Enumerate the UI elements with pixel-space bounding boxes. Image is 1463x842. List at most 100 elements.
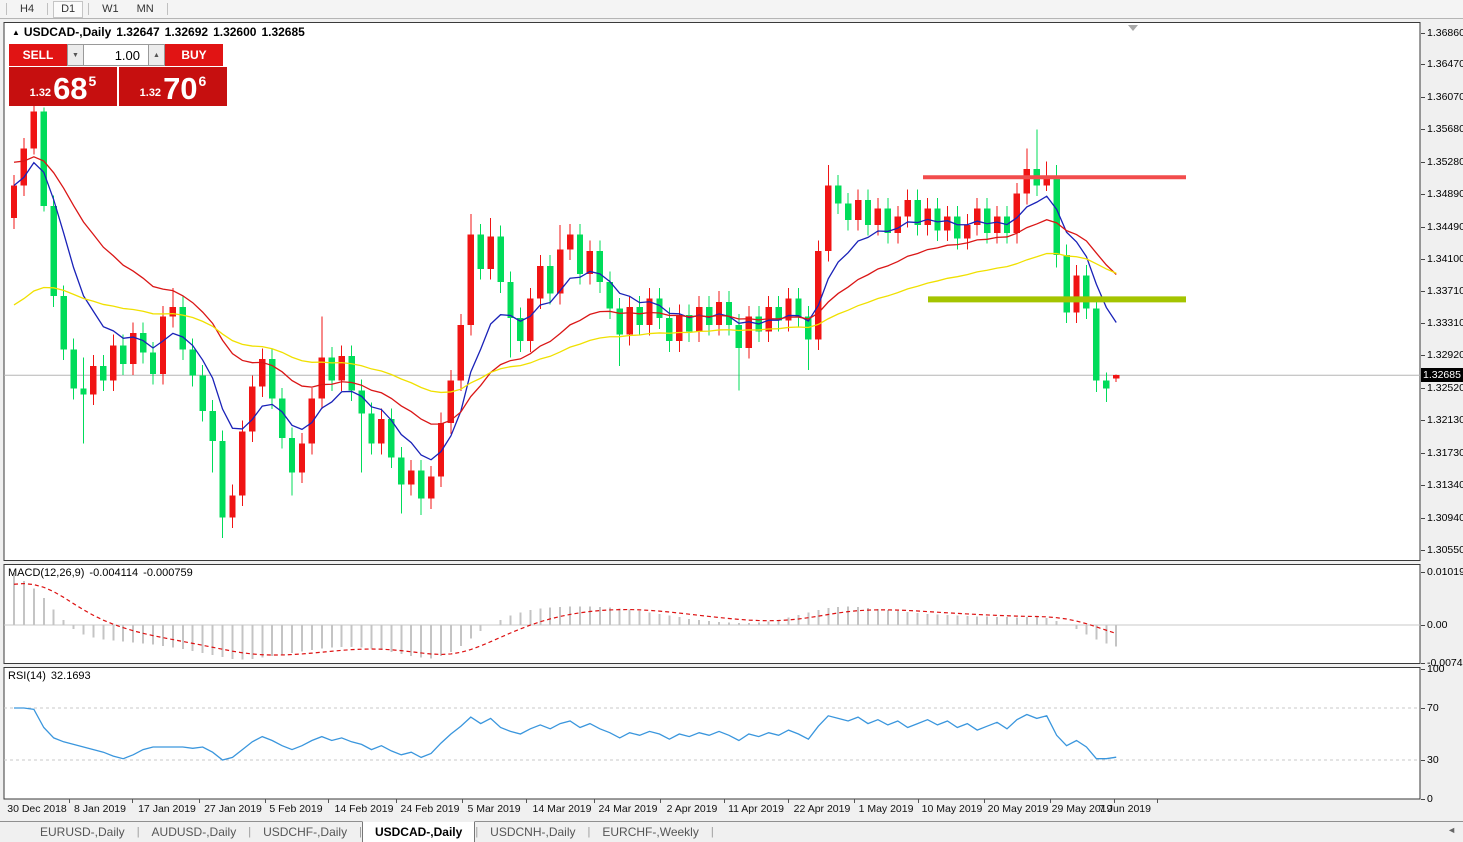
candle-body	[10, 185, 18, 219]
candle-body	[239, 431, 246, 496]
volume-input[interactable]	[84, 44, 148, 66]
candle-body	[189, 349, 196, 376]
candle-body	[695, 306, 703, 332]
tab-usdcnh--daily[interactable]: USDCNH-,Daily	[490, 825, 576, 839]
date-axis-tick	[328, 799, 329, 803]
timeframe-button-d1[interactable]: D1	[53, 0, 84, 18]
date-axis-label: 14 Mar 2019	[532, 803, 592, 815]
date-axis-tick	[788, 799, 789, 803]
candle-body	[874, 208, 882, 225]
chart-title-arrow-icon[interactable]: ▲	[12, 28, 20, 37]
tab-scroll-left-icon[interactable]: ◄	[1447, 825, 1457, 835]
date-axis-tick	[918, 799, 919, 803]
candle-body	[1043, 175, 1050, 186]
candle-body	[1023, 169, 1031, 194]
rsi-axis-label: 100	[1421, 663, 1445, 676]
ohlc-high: 1.32692	[164, 25, 209, 39]
price-axis-label: 1.32520	[1421, 382, 1463, 395]
candle-body	[914, 200, 921, 225]
date-axis-label: 5 Mar 2019	[467, 803, 521, 815]
candle-body	[904, 200, 911, 217]
axis-tick	[1421, 32, 1425, 34]
rsi-value: 32.1693	[50, 670, 91, 682]
date-axis-label: 17 Jan 2019	[138, 803, 196, 815]
buy-button[interactable]: BUY	[165, 44, 223, 66]
candle-body	[199, 375, 206, 411]
rsi-label: RSI(14) 32.1693	[8, 670, 91, 682]
timeframe-button-w1[interactable]: W1	[102, 2, 119, 15]
price-axis-label: 1.35280	[1421, 156, 1463, 169]
candle-body	[60, 296, 67, 350]
axis-tick	[1421, 162, 1425, 163]
chart-shift-triangle-icon	[1128, 25, 1138, 31]
timeframe-button-mn[interactable]: MN	[136, 2, 154, 15]
macd-signal-value: -0.000759	[143, 567, 193, 579]
date-axis-tick	[265, 799, 266, 803]
tab-separator: |	[359, 826, 362, 838]
rsi-line	[14, 707, 1117, 761]
date-axis-label: 20 May 2019	[987, 803, 1049, 815]
candle-body	[378, 419, 385, 444]
axis-tick	[1421, 624, 1425, 626]
macd-pane-canvas[interactable]	[0, 564, 1463, 665]
candle-body	[785, 298, 792, 321]
volume-increase-button[interactable]: ▲	[148, 44, 165, 66]
candle-body	[358, 390, 365, 414]
candle-body	[219, 441, 226, 518]
candle-body	[179, 306, 187, 350]
tab-usdcad--daily[interactable]: USDCAD-,Daily	[361, 821, 476, 842]
timeframe-button-h4[interactable]: H4	[20, 2, 35, 15]
candle-body	[686, 314, 693, 332]
candle-body	[815, 251, 822, 340]
candle-body	[606, 282, 613, 309]
rsi-axis-label: 30	[1421, 754, 1439, 767]
candle-body	[90, 365, 97, 395]
rsi-pane-canvas[interactable]	[0, 667, 1463, 800]
axis-tick	[1421, 388, 1425, 390]
candle-body	[825, 185, 832, 252]
axis-tick	[1421, 517, 1425, 519]
candle-body	[80, 388, 87, 395]
tab-eurchf--weekly[interactable]: EURCHF-,Weekly	[602, 825, 699, 839]
candle-body	[507, 282, 514, 319]
candle-body	[487, 236, 494, 270]
candle-body	[139, 332, 147, 353]
macd-signal-line	[13, 582, 1117, 656]
candle-body	[477, 234, 484, 270]
axis-tick	[1421, 420, 1425, 422]
candle-body	[1053, 175, 1060, 256]
candle-body	[110, 345, 117, 381]
candle-body	[616, 308, 623, 335]
macd-label: MACD(12,26,9) -0.004114 -0.000759	[8, 567, 193, 579]
timeframe-toolbar: H4 D1 W1 MN	[0, 0, 1463, 19]
macd-axis-label: -0.007476	[1421, 657, 1463, 670]
candle-body	[1073, 275, 1080, 313]
macd-axis-label: 0.010199	[1421, 566, 1463, 579]
candle-body	[447, 380, 455, 424]
volume-decrease-button[interactable]: ▼	[67, 44, 84, 66]
candle-body	[725, 301, 733, 325]
candle-body	[656, 298, 663, 319]
sell-price-box[interactable]: 1.32 68 5	[9, 67, 117, 106]
axis-tick	[1421, 759, 1425, 761]
tab-usdchf--daily[interactable]: USDCHF-,Daily	[263, 825, 348, 839]
price-axis-label: 1.33710	[1421, 285, 1463, 298]
candle-body	[308, 398, 316, 444]
candle-body	[636, 306, 643, 325]
tab-audusd--daily[interactable]: AUDUSD-,Daily	[151, 825, 237, 839]
main-chart-canvas[interactable]	[0, 22, 1463, 562]
tab-eurusd--daily[interactable]: EURUSD-,Daily	[40, 825, 125, 839]
axis-tick	[1421, 193, 1425, 195]
date-axis-label: 8 Jan 2019	[74, 803, 126, 815]
axis-tick	[1421, 258, 1425, 260]
sell-button[interactable]: SELL	[9, 44, 67, 66]
price-axis-label: 1.32920	[1421, 349, 1463, 362]
candle-body	[586, 251, 594, 274]
buy-price-box[interactable]: 1.32 70 6	[119, 67, 227, 106]
date-axis-tick	[69, 799, 70, 803]
candle-body	[894, 216, 901, 233]
candle-body	[884, 208, 892, 233]
candle-body	[318, 357, 326, 399]
candle-body	[964, 224, 971, 239]
toolbar-separator	[88, 3, 90, 15]
